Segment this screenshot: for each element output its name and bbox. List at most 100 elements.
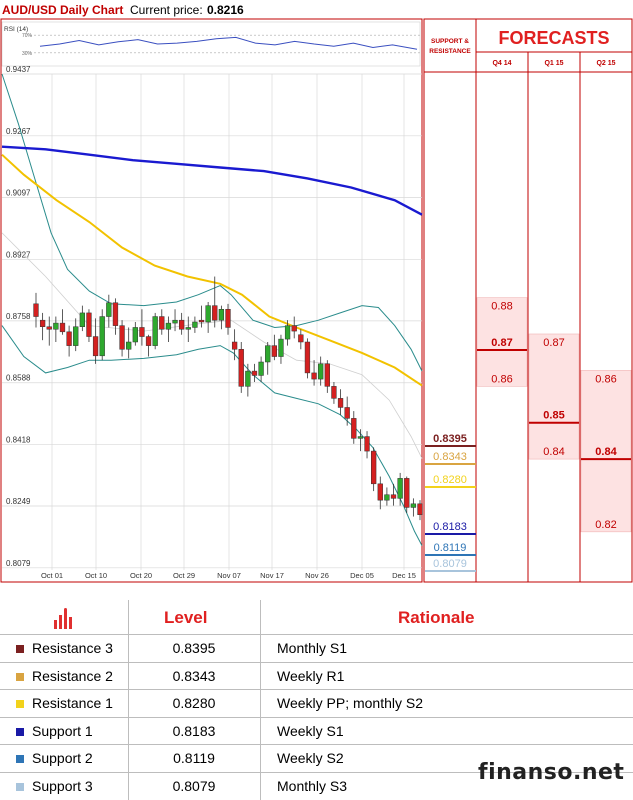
sr-level-value: 0.8119 — [434, 542, 467, 554]
level-rationale: Weekly S2 — [277, 750, 344, 766]
candle-body — [384, 494, 390, 501]
candle-body — [377, 483, 383, 501]
candle-body — [351, 418, 357, 439]
forecast-range-box — [528, 333, 580, 460]
forecast-mid-value: 0.87 — [491, 337, 512, 349]
forecast-range-box — [580, 370, 632, 533]
candle-body — [185, 327, 191, 330]
candle-body — [278, 338, 284, 357]
x-tick-label: Nov 17 — [260, 571, 284, 580]
sr-header-line2: RESISTANCE — [429, 48, 471, 55]
candle-body — [331, 386, 337, 399]
candle-body — [298, 334, 304, 343]
candle-body — [126, 341, 132, 350]
candle-body — [198, 319, 205, 323]
forecast-low-value: 0.84 — [543, 446, 564, 458]
candle-body — [251, 370, 258, 376]
candle-body — [152, 316, 158, 346]
candle-body — [66, 331, 72, 346]
candle-body — [53, 322, 59, 330]
watermark-text: finanso.net — [478, 760, 625, 785]
x-tick-label: Nov 07 — [217, 571, 241, 580]
sr-level-value: 0.8079 — [433, 558, 467, 570]
x-tick-label: Oct 29 — [173, 571, 195, 580]
candle-body — [106, 302, 112, 317]
bollinger-upper-line — [1, 73, 423, 372]
candle-body — [231, 341, 238, 350]
candle-body — [364, 436, 370, 452]
level-value: 0.8079 — [172, 777, 216, 794]
x-tick-label: Dec 05 — [350, 571, 374, 580]
candle-body — [132, 327, 138, 343]
level-value: 0.8395 — [172, 640, 216, 656]
level-color-swatch — [16, 755, 24, 763]
x-tick-label: Nov 26 — [305, 571, 329, 580]
candle-body — [397, 478, 403, 499]
level-name: Support 1 — [32, 722, 93, 739]
candle-body — [119, 325, 125, 350]
candle-body — [179, 319, 185, 330]
bollinger-lower-line — [1, 325, 423, 546]
forecast-high-value: 0.87 — [543, 337, 564, 349]
candle-body — [212, 305, 218, 321]
forecast-low-value: 0.82 — [595, 519, 616, 531]
level-color-swatch — [16, 727, 24, 736]
candle-body — [318, 363, 324, 380]
rationale-header: Rationale — [398, 608, 475, 627]
forecast-high-value: 0.86 — [595, 373, 616, 385]
candle-body — [79, 312, 85, 327]
candle-body — [245, 370, 251, 387]
candle-body — [390, 494, 397, 499]
candle-body — [92, 336, 99, 357]
bollinger-mid-line — [1, 232, 423, 459]
y-tick-label: 0.8758 — [6, 312, 31, 321]
candle-body — [172, 319, 178, 324]
candle-body — [218, 309, 225, 321]
candle-body — [33, 303, 39, 317]
candle-body — [404, 478, 410, 508]
y-tick-label: 0.9267 — [6, 127, 31, 136]
sr-header-line1: SUPPORT & — [431, 38, 469, 45]
candle-body — [238, 349, 244, 387]
table-header: Level Rationale — [0, 600, 633, 634]
x-tick-label: Dec 15 — [392, 571, 416, 580]
level-name: Support 2 — [32, 750, 93, 766]
forecast-high-value: 0.88 — [491, 301, 512, 313]
level-name: Support 3 — [32, 777, 93, 794]
current-price-label: Current price: — [130, 3, 203, 17]
candle-body — [73, 326, 79, 346]
candle-body — [86, 312, 92, 337]
level-name: Resistance 3 — [32, 640, 113, 656]
forecast-column-label: Q2 15 — [596, 60, 615, 67]
candle-body — [139, 327, 145, 337]
candle-body — [271, 345, 277, 357]
level-rationale: Monthly S1 — [277, 640, 348, 656]
candle-body — [291, 325, 297, 332]
candle-body — [357, 436, 364, 439]
forecasts-title: FORECASTS — [498, 28, 609, 48]
rsi-70-label: 70% — [22, 33, 33, 39]
level-value: 0.8343 — [172, 667, 216, 684]
sr-level-value: 0.8183 — [433, 521, 467, 533]
rsi-line — [39, 36, 418, 50]
table-row: Support 2 0.8119 Weekly S2 — [0, 744, 633, 772]
candlestick-chart: RSI (14)70% 30% 0.9437 0.9267 0.9097 0.8927 0.… — [0, 18, 633, 583]
sr-level-value: 0.8395 — [433, 433, 467, 445]
forecast-column-label: Q4 14 — [492, 60, 511, 67]
candle-body — [417, 503, 423, 515]
column-divider — [260, 600, 261, 800]
forecast-range-box — [476, 297, 528, 387]
level-value: 0.8183 — [172, 722, 216, 739]
candle-body — [337, 398, 344, 408]
y-tick-label: 0.8927 — [6, 250, 31, 259]
candle-body — [39, 319, 46, 327]
candle-body — [410, 503, 417, 508]
candle-body — [205, 305, 211, 323]
level-header: Level — [164, 608, 208, 627]
x-tick-label: Oct 01 — [41, 571, 63, 580]
table-row: Support 1 0.8183 Weekly S1 — [0, 716, 633, 745]
level-rationale: Weekly PP; monthly S2 — [277, 695, 424, 711]
moving-average-blue — [1, 145, 423, 216]
candle-body — [265, 345, 271, 363]
level-color-swatch — [16, 700, 24, 708]
